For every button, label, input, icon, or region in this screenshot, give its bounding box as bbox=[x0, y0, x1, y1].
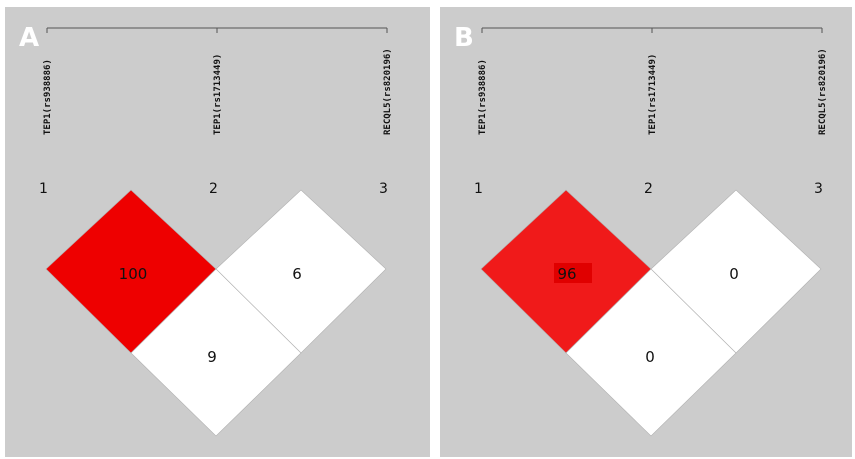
ld-plot-panel-a: A TEP1(rs938886) TEP1(rs1713449) RECQL5(… bbox=[5, 7, 430, 457]
ld-value-1-2: 96 bbox=[557, 265, 576, 283]
snp-label-2: TEP1(rs1713449) bbox=[213, 54, 223, 135]
panel-letter-b: B bbox=[454, 23, 474, 53]
panel-letter-a: A bbox=[19, 23, 40, 53]
ld-value-1-2: 100 bbox=[119, 265, 148, 283]
snp-label-1: TEP1(rs938886) bbox=[478, 59, 488, 135]
snp-index-3: 3 bbox=[814, 181, 823, 197]
snp-index-2: 2 bbox=[209, 181, 218, 197]
ld-value-2-3: 0 bbox=[729, 265, 739, 283]
ld-cell-1-3 bbox=[565, 268, 737, 437]
ld-value-2-3: 6 bbox=[292, 265, 302, 283]
snp-index-3: 3 bbox=[379, 181, 388, 197]
ld-plot-panel-b: B TEP1(rs938886) TEP1(rs1713449) RECQL5(… bbox=[440, 7, 852, 457]
ld-cell-1-3 bbox=[130, 268, 302, 437]
ld-value-1-3: 0 bbox=[645, 348, 655, 366]
snp-index-1: 1 bbox=[39, 181, 48, 197]
ld-value-highlight bbox=[554, 263, 592, 283]
snp-index-2: 2 bbox=[644, 181, 653, 197]
ld-plot-b-svg: TEP1(rs938886) TEP1(rs1713449) RECQL5(rs… bbox=[474, 27, 828, 437]
snp-index-1: 1 bbox=[474, 181, 483, 197]
snp-label-2: TEP1(rs1713449) bbox=[648, 54, 658, 135]
snp-label-1: TEP1(rs938886) bbox=[43, 59, 53, 135]
ld-plot-a-svg: TEP1(rs938886) TEP1(rs1713449) RECQL5(rs… bbox=[39, 27, 393, 437]
snp-label-3: RECQL5(rs820196) bbox=[383, 48, 393, 135]
snp-label-3: RECQL5(rs820196) bbox=[818, 48, 828, 135]
ld-value-1-3: 9 bbox=[207, 348, 217, 366]
